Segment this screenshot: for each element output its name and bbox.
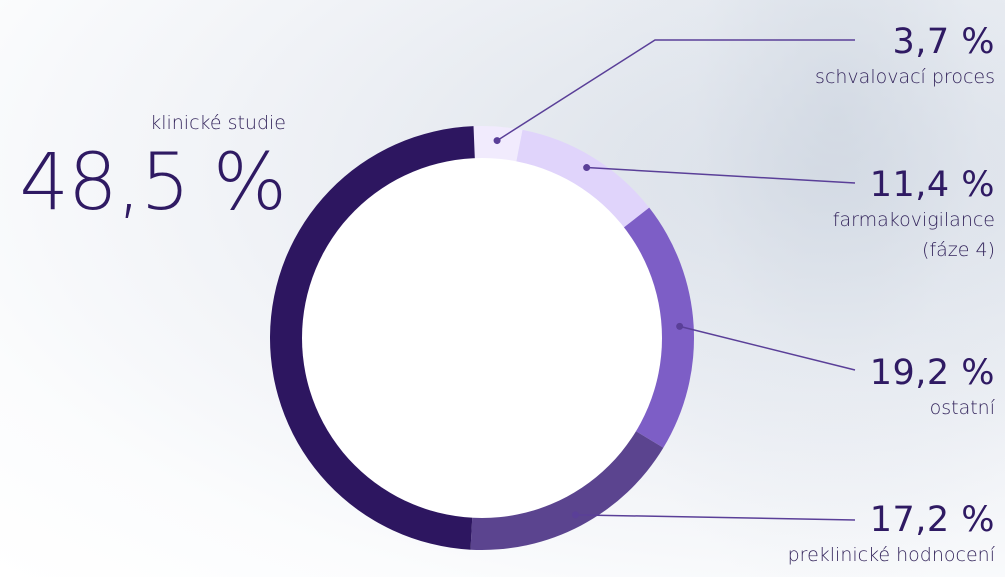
callout-approval-line	[496, 39, 855, 142]
slice-value-preclinical: 17,2 %	[869, 500, 995, 540]
slice-name-other: ostatní	[929, 397, 995, 419]
slice-value-approval: 3,7 %	[892, 22, 995, 62]
slice-name-pharmacovigilance: farmakovigilance (fáze 4)	[832, 209, 995, 261]
slice-name-preclinical: preklinické hodnocení	[787, 544, 995, 566]
slice-label-preclinical: 17,2 % preklinické hodnocení	[788, 500, 995, 570]
callout-pharmacovigilance-dot	[583, 164, 591, 172]
donut-hole	[302, 158, 662, 518]
slice-value-clinical-trials: 48,5 %	[19, 138, 287, 228]
slice-name-approval: schvalovací proces	[815, 66, 995, 88]
slice-value-pharmacovigilance: 11,4 %	[869, 165, 995, 205]
callout-pharmacovigilance-line	[586, 166, 856, 184]
slice-label-clinical-trials: klinické studie 48,5 %	[18, 108, 287, 228]
callout-preclinical-dot	[571, 511, 579, 519]
slice-label-pharmacovigilance: 11,4 % farmakovigilance (fáze 4)	[805, 165, 995, 265]
slice-label-other: 19,2 % ostatní	[870, 353, 995, 423]
callout-other-line	[679, 325, 856, 371]
slice-name-clinical-trials: klinické studie	[150, 112, 286, 134]
callout-preclinical-line	[575, 514, 856, 521]
slice-label-approval: 3,7 % schvalovací proces	[815, 22, 995, 92]
slice-value-other: 19,2 %	[869, 353, 995, 393]
callout-other-dot	[676, 322, 684, 330]
callout-approval-dot	[493, 137, 501, 145]
